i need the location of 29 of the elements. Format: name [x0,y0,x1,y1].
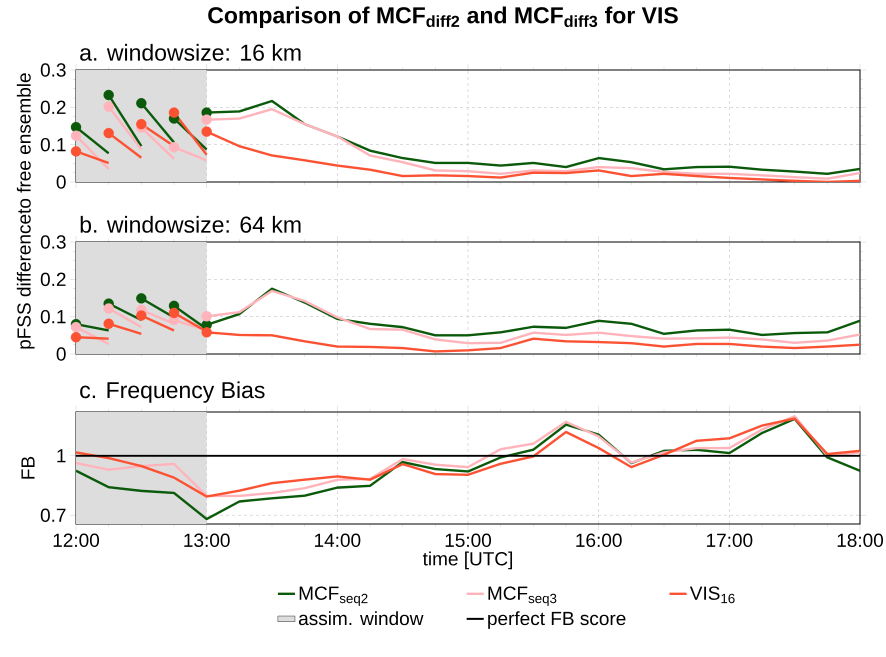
legend-label: perfect FB score [488,611,626,629]
y-tick-label: 0.1 [40,138,66,152]
chart-subtitle: a. windowsize: 16 km [80,44,300,61]
y-axis-title: FB [21,456,35,479]
y-tick-label: 0.3 [40,235,66,249]
legend-label: MCF$_{seq3}$ [488,586,556,606]
chart-title: Comparison of MCF$_{diff2}$ and MCF$_{diff3}$ for VIS [208,6,678,28]
y-tick-label: 0.3 [40,63,66,77]
x-tick-label: 14:00 [315,534,360,548]
y-tick-label: 0 [56,347,66,361]
x-axis-title: time [UTC] [422,552,512,570]
x-tick-label: 18:00 [838,534,884,548]
chart-title: b. windowsize: 64 km [80,216,300,233]
y-tick-label: 0.7 [40,508,66,522]
y-tick-label: 0.2 [40,100,66,114]
x-tick-label: 17:00 [707,534,752,548]
chart-title: c. Frequency Bias [80,381,265,403]
x-tick-label: 15:00 [446,534,492,548]
x-tick-label: 13:00 [184,534,230,548]
legend-label: VIS$_{16}$ [690,586,735,604]
legend-label: MCF$_{seq2}$ [300,586,368,606]
y-tick-label: 0.1 [40,310,66,324]
legend-label: assim. window [298,611,424,626]
y-axis-title: pFSS differenceto free ensemble [16,73,35,349]
y-tick-label: 0 [56,175,66,189]
y-tick-label: 1 [57,449,66,462]
x-tick-label: 16:00 [576,534,622,548]
y-tick-label: 0.2 [40,272,66,286]
x-tick-label: 12:00 [54,534,100,548]
